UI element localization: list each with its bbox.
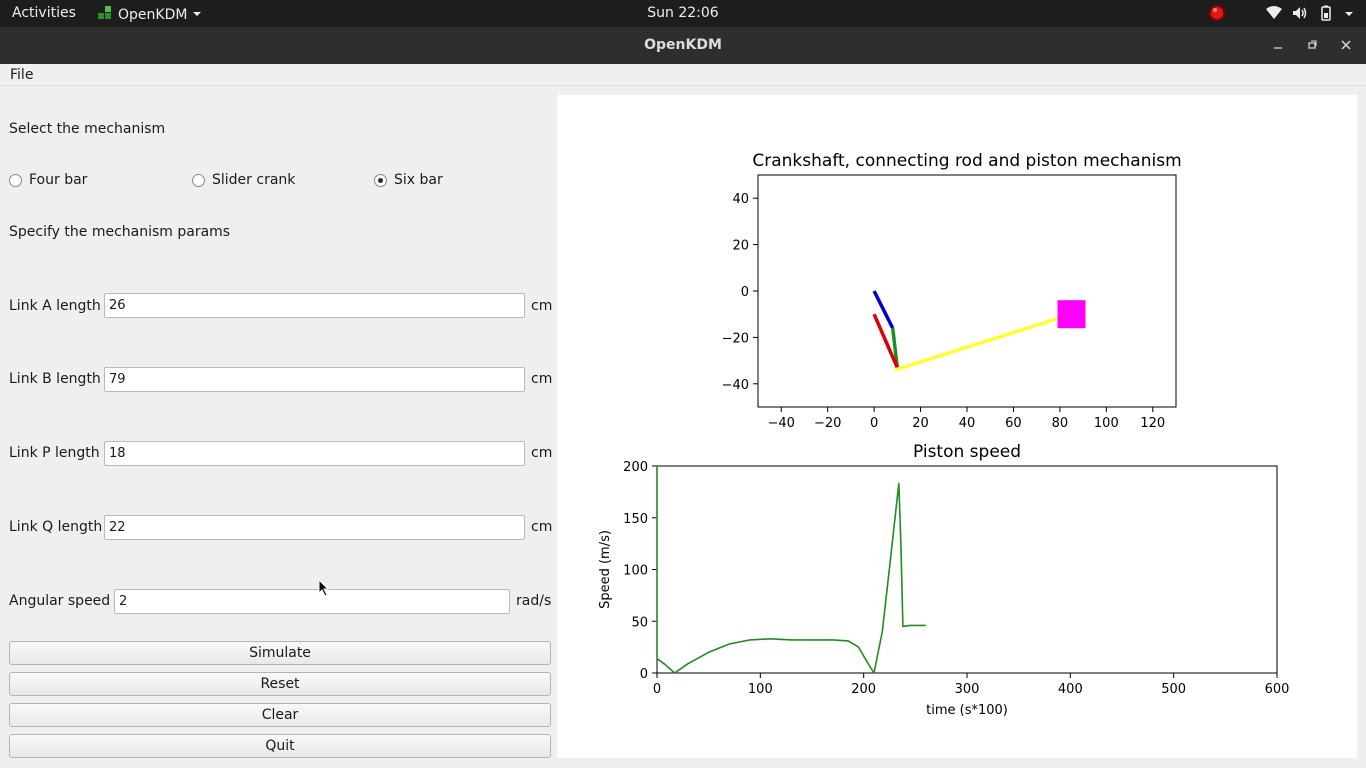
y-tick-label: 100 (623, 564, 648, 579)
clear-button[interactable]: Clear (9, 703, 551, 727)
chevron-down-icon[interactable] (1344, 7, 1354, 23)
series-line (872, 290, 895, 329)
chart-title: Crankshaft, connecting rod and piston me… (752, 151, 1181, 171)
link-q-input[interactable] (104, 515, 525, 540)
x-tick-label: 0 (653, 682, 661, 697)
x-tick-label: 100 (748, 682, 773, 697)
app-menu-label: OpenKDM (118, 7, 188, 23)
y-tick-label: 40 (732, 192, 749, 207)
x-tick-label: 600 (1265, 682, 1290, 697)
y-tick-label: 200 (623, 460, 648, 475)
y-tick-label: 0 (640, 667, 648, 682)
series-line (872, 313, 899, 369)
menu-bar: File (0, 64, 1366, 86)
x-tick-label: 120 (1140, 416, 1165, 431)
radio-label: Six bar (394, 172, 443, 188)
x-tick-label: −40 (768, 416, 795, 431)
simulate-button[interactable]: Simulate (9, 641, 551, 665)
link-p-unit: cm (531, 445, 553, 461)
x-tick-label: 80 (1052, 416, 1069, 431)
volume-icon[interactable] (1292, 6, 1308, 24)
link-a-input[interactable] (104, 293, 525, 318)
link-a-unit: cm (531, 298, 553, 314)
y-tick-label: 150 (623, 512, 648, 527)
quit-button[interactable]: Quit (9, 734, 551, 758)
piston-marker (1057, 300, 1086, 329)
plot-canvas[interactable]: Crankshaft, connecting rod and piston me… (557, 95, 1357, 758)
radio-label: Four bar (29, 172, 88, 188)
x-tick-label: 300 (955, 682, 980, 697)
series-line (890, 327, 900, 368)
file-menu[interactable]: File (10, 67, 34, 83)
link-p-input[interactable] (104, 441, 525, 466)
close-icon[interactable] (1336, 35, 1356, 55)
y-tick-label: −20 (722, 331, 749, 346)
window-title: OpenKDM (644, 37, 722, 53)
openkdm-app-icon (97, 5, 113, 25)
link-p-label: Link P length (9, 445, 100, 461)
radio-label: Slider crank (212, 172, 296, 188)
axes-frame (757, 174, 1177, 408)
minimize-icon[interactable] (1268, 35, 1288, 55)
angular-speed-input[interactable] (114, 589, 510, 614)
maximize-icon[interactable] (1302, 35, 1322, 55)
axes-frame (656, 465, 1278, 674)
activities-button[interactable]: Activities (12, 5, 76, 21)
mouse-cursor-icon (318, 578, 330, 601)
x-tick-label: 200 (851, 682, 876, 697)
y-axis-label: Speed (m/s) (598, 530, 613, 609)
system-tray[interactable] (1208, 4, 1354, 26)
series-line (894, 312, 1073, 372)
x-axis-label: time (s*100) (926, 703, 1008, 718)
y-tick-label: −40 (722, 378, 749, 393)
link-b-input[interactable] (104, 367, 525, 392)
app-menu[interactable]: OpenKDM (97, 5, 202, 25)
y-tick-label: 20 (732, 239, 749, 254)
x-tick-label: 0 (870, 416, 878, 431)
radio-six-bar[interactable]: Six bar (374, 172, 443, 188)
radio-indicator[interactable] (192, 173, 205, 187)
radio-four-bar[interactable]: Four bar (9, 172, 87, 188)
record-indicator-icon[interactable] (1208, 4, 1226, 26)
link-q-label: Link Q length (9, 519, 103, 535)
battery-icon[interactable] (1318, 5, 1334, 25)
x-tick-label: 20 (912, 416, 929, 431)
chart-title: Piston speed (913, 442, 1021, 462)
params-heading: Specify the mechanism params (9, 224, 231, 240)
y-tick-label: 0 (741, 285, 749, 300)
x-tick-label: 100 (1094, 416, 1119, 431)
link-q-unit: cm (531, 519, 553, 535)
x-tick-label: 500 (1161, 682, 1186, 697)
y-tick-label: 50 (631, 615, 648, 630)
x-tick-label: 400 (1058, 682, 1083, 697)
radio-slider-crank[interactable]: Slider crank (192, 172, 295, 188)
clock[interactable]: Sun 22:06 (647, 5, 719, 21)
chevron-down-icon (192, 7, 202, 23)
x-tick-label: 40 (959, 416, 976, 431)
link-b-unit: cm (531, 371, 553, 387)
system-top-bar: Activities OpenKDM Sun 22:06 (0, 0, 1366, 27)
angular-speed-unit: rad/s (516, 593, 552, 609)
link-b-label: Link B length (9, 371, 101, 387)
link-a-label: Link A length (9, 298, 101, 314)
series-line (656, 466, 926, 674)
reset-button[interactable]: Reset (9, 672, 551, 696)
window-title-bar[interactable]: OpenKDM (0, 27, 1366, 64)
select-mechanism-heading: Select the mechanism (9, 121, 166, 137)
x-tick-label: −20 (814, 416, 841, 431)
wifi-icon[interactable] (1266, 6, 1282, 24)
x-tick-label: 60 (1005, 416, 1022, 431)
angular-speed-label: Angular speed (9, 593, 111, 609)
radio-indicator[interactable] (9, 173, 22, 187)
radio-indicator[interactable] (374, 173, 387, 187)
